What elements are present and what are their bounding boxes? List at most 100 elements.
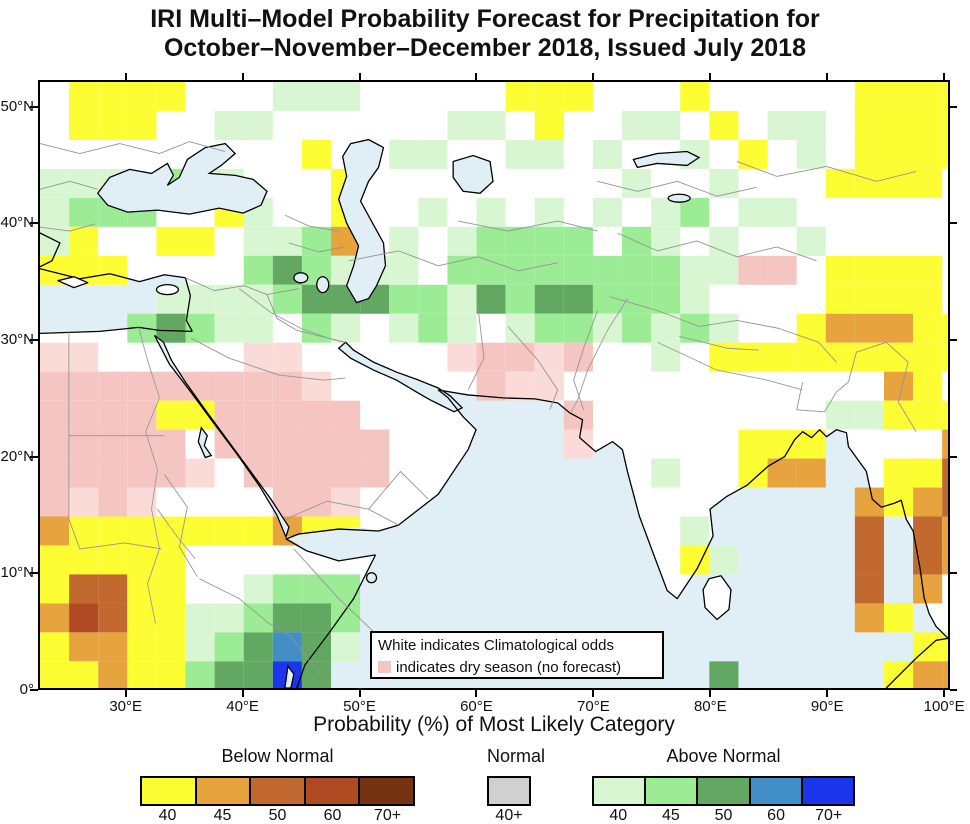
grid-cell xyxy=(331,458,361,488)
grid-cell xyxy=(214,110,244,140)
grid-cell xyxy=(127,82,157,111)
grid-cell xyxy=(331,429,361,459)
x-tick-mark xyxy=(592,690,595,697)
grid-cell xyxy=(738,429,768,459)
grid-cell xyxy=(505,313,535,343)
grid-cell xyxy=(98,255,128,285)
colorbar-tick-label: 45 xyxy=(213,807,232,824)
grid-cell xyxy=(563,313,593,343)
grid-cell xyxy=(156,603,186,633)
colorbar-tick-label: 70+ xyxy=(815,807,843,824)
colorbar-cell xyxy=(696,776,751,806)
grid-cell xyxy=(127,574,157,604)
grid-cell xyxy=(69,226,99,256)
y-tick-label: 0° xyxy=(19,681,34,698)
grid-cell xyxy=(40,487,70,517)
grid-cell xyxy=(185,487,215,517)
seas-layer xyxy=(96,138,701,688)
grid-cell xyxy=(942,313,948,343)
grid-cell xyxy=(447,313,477,343)
grid-cell xyxy=(534,342,564,372)
grid-cell xyxy=(40,516,70,546)
grid-cell xyxy=(69,545,99,575)
grid-cell xyxy=(301,313,332,343)
grid-cell xyxy=(40,429,70,459)
grid-cell xyxy=(592,139,623,169)
grid-cell xyxy=(709,110,739,140)
grid-cell xyxy=(156,82,186,111)
colorbar-above-bar xyxy=(592,776,855,806)
grid-cell xyxy=(447,226,477,256)
grid-cell xyxy=(69,168,99,198)
grid-cell xyxy=(651,197,681,227)
grid-cell xyxy=(476,197,506,227)
x-tick-label: 40°E xyxy=(226,698,259,715)
grid-cell xyxy=(767,255,797,285)
grid-cell xyxy=(680,516,710,546)
grid-cell xyxy=(185,226,215,256)
colorbar-cell xyxy=(303,776,361,806)
crete-island xyxy=(57,276,89,289)
grid-cell xyxy=(418,197,448,227)
x-tick-mark xyxy=(826,690,829,697)
colorbar-tick-label: 50 xyxy=(268,807,287,824)
grid-cell xyxy=(592,197,623,227)
grid-cell xyxy=(185,516,215,546)
grid-cell xyxy=(505,342,535,372)
grid-cell xyxy=(913,82,943,111)
colorbar-tick-label: 45 xyxy=(661,807,680,824)
gulf-of-aden xyxy=(285,527,379,559)
grid-cell xyxy=(214,516,244,546)
grid-cell xyxy=(913,255,943,285)
grid-cell xyxy=(301,574,332,604)
grid-cell xyxy=(156,458,186,488)
grid-cell xyxy=(156,574,186,604)
grid-cell xyxy=(185,603,215,633)
title-line-1: IRI Multi–Model Probability Forecast for… xyxy=(150,5,820,33)
grid-cell xyxy=(592,313,623,343)
grid-cell xyxy=(680,545,710,575)
grid-cell xyxy=(69,110,99,140)
x-tick-mark xyxy=(475,690,478,697)
grid-cell xyxy=(127,632,157,662)
cyprus-island xyxy=(155,284,180,296)
grid-cell xyxy=(272,400,302,430)
grid-cell xyxy=(563,82,593,111)
legend-dry-swatch xyxy=(378,660,391,673)
y-tick-label: 10°N xyxy=(0,564,34,582)
grid-cell xyxy=(127,429,157,459)
colorbar-normal: Normal 40+ xyxy=(487,746,545,824)
grid-cell xyxy=(534,313,564,343)
x-axis-title: Probability (%) of Most Likely Category xyxy=(313,713,675,736)
x-tick-label: 100°E xyxy=(923,698,965,715)
map-canvas xyxy=(40,82,948,688)
grid-cell xyxy=(301,82,332,111)
grid-cell xyxy=(534,371,564,401)
grid-cell xyxy=(796,110,826,140)
colorbar-above-normal: Above Normal 40 45 50 60 70+ xyxy=(592,746,855,824)
grid-cell xyxy=(243,284,273,314)
grid-cell xyxy=(69,429,99,459)
x-tick-mark xyxy=(709,690,712,697)
grid-cell xyxy=(447,284,477,314)
grid-cell xyxy=(156,400,186,430)
grid-cell xyxy=(331,313,361,343)
grid-cell xyxy=(40,661,70,688)
grid-cell xyxy=(709,255,739,285)
grid-cell xyxy=(796,458,826,488)
black-sea xyxy=(96,142,268,215)
grid-cell xyxy=(40,371,70,401)
grid-cell xyxy=(418,284,448,314)
grid-cell xyxy=(505,82,535,111)
x-tick-mark-top xyxy=(826,73,829,80)
grid-cell xyxy=(825,255,855,285)
colorbar-normal-labels: 40+ xyxy=(487,807,531,824)
grid-cell xyxy=(622,313,652,343)
colorbar-cell xyxy=(748,776,803,806)
grid-cell xyxy=(40,458,70,488)
y-tick-label: 50°N xyxy=(0,97,34,115)
grid-cell xyxy=(854,313,884,343)
grid-cell xyxy=(272,574,302,604)
grid-cell xyxy=(913,661,943,688)
grid-cell xyxy=(854,168,884,198)
